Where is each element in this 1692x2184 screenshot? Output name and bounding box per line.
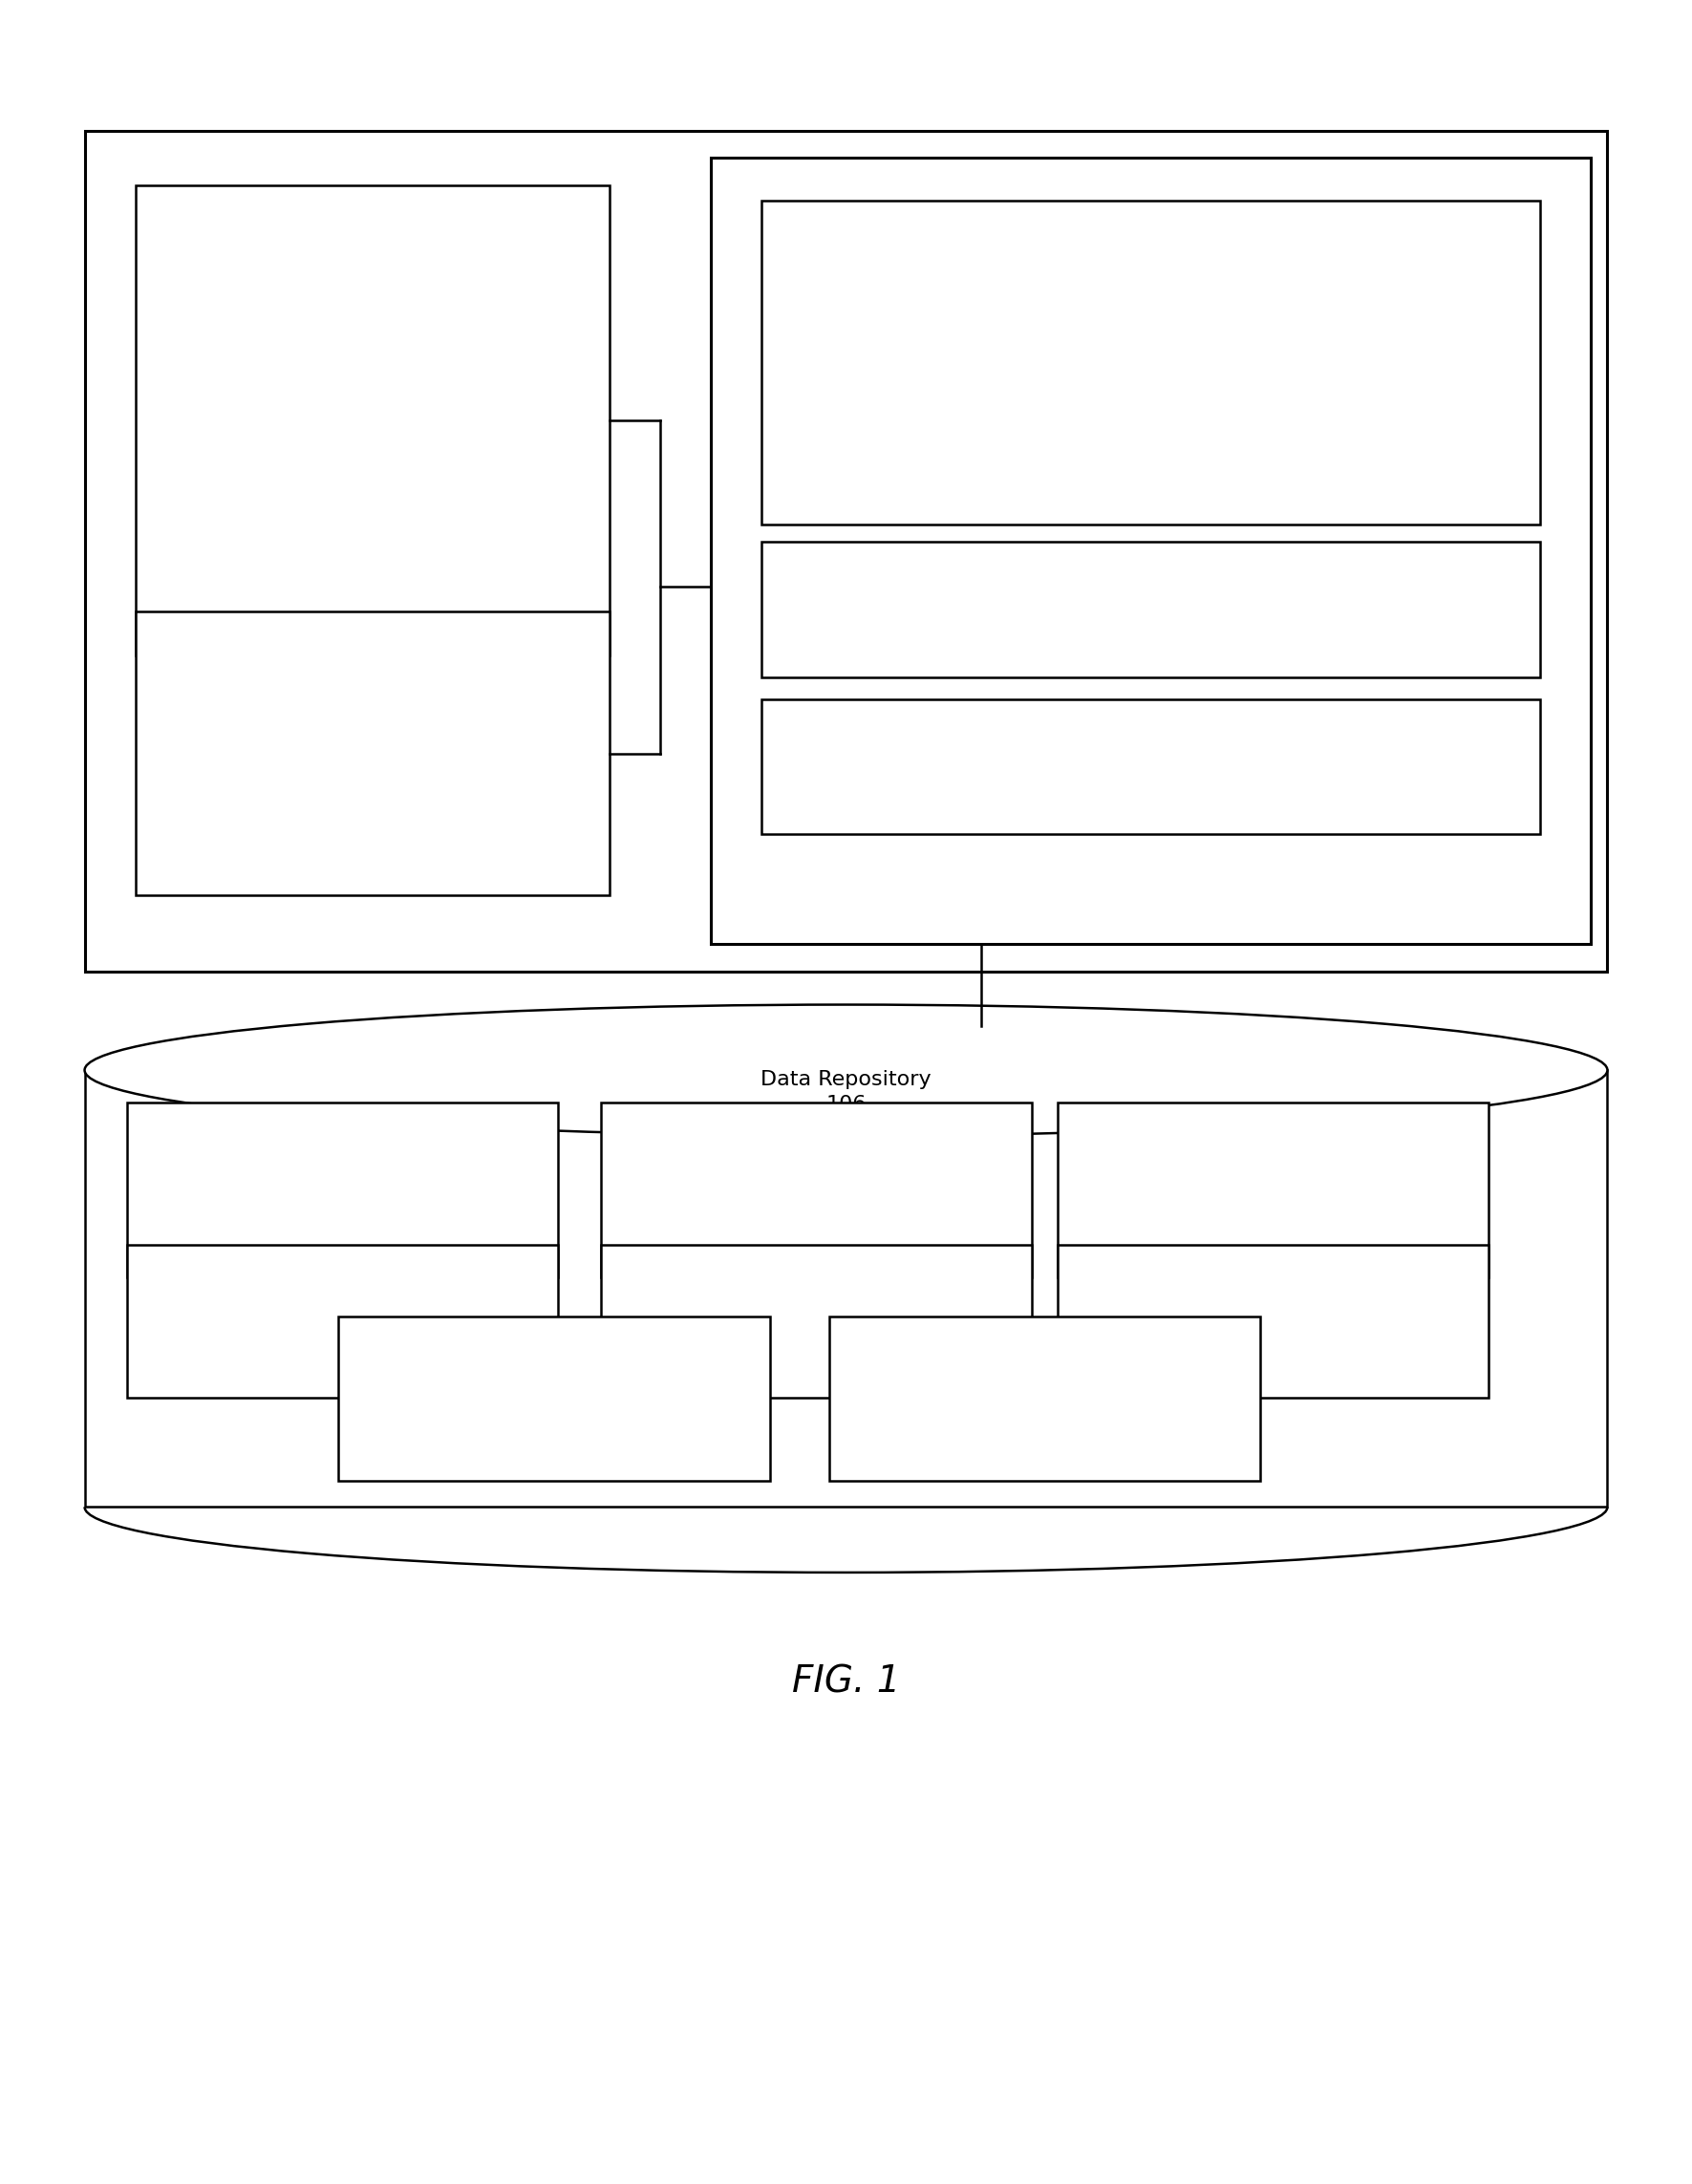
Bar	[1058, 1103, 1489, 1278]
Bar	[711, 157, 1590, 943]
Bar	[761, 699, 1540, 834]
Bar	[127, 1245, 558, 1398]
Text: Data Repository
106: Data Repository 106	[761, 1070, 931, 1114]
Text: Haplotype Data
128: Haplotype Data 128	[966, 1376, 1123, 1422]
Text: Sequence Aligner/
Overlapper
110: Sequence Aligner/ Overlapper 110	[1046, 328, 1239, 397]
Ellipse shape	[85, 1005, 1607, 1136]
Text: FIG. 1: FIG. 1	[792, 1664, 900, 1699]
Bar	[127, 1103, 558, 1278]
Text: Aligned
Sequences
117: Aligned Sequences 117	[761, 1155, 871, 1225]
Text: Associated
Contigs 124: Associated Contigs 124	[1213, 1299, 1333, 1343]
Text: Final Assembly
Graph
126: Final Assembly Graph 126	[481, 1365, 628, 1433]
Text: Processor
102: Processor 102	[321, 397, 423, 441]
Bar	[135, 186, 609, 655]
Bar	[338, 1317, 770, 1481]
Bar	[601, 1103, 1032, 1278]
Text: Unitig Graph
120: Unitig Graph 120	[279, 1299, 406, 1343]
Bar	[761, 542, 1540, 677]
Bar	[85, 131, 1607, 972]
Text: String Graph
118: String Graph 118	[1210, 1168, 1337, 1212]
Bar	[135, 612, 609, 895]
Bar	[85, 1070, 1607, 1507]
Text: Primary Contigs
122: Primary Contigs 122	[738, 1299, 895, 1343]
Bar	[601, 1245, 1032, 1398]
Text: Computer 100: Computer 100	[203, 937, 357, 954]
Text: I/O
104: I/O 104	[352, 732, 393, 775]
Text: Memory 103: Memory 103	[948, 913, 1081, 930]
Bar	[761, 201, 1540, 524]
Text: Diploid Contig Generator
114: Diploid Contig Generator 114	[1010, 745, 1274, 788]
Bar	[1058, 1245, 1489, 1398]
Text: Sequence Reads
116: Sequence Reads 116	[261, 1168, 425, 1212]
Text: String Graph Generator
112: String Graph Generator 112	[1017, 587, 1267, 631]
Bar	[829, 1317, 1261, 1481]
